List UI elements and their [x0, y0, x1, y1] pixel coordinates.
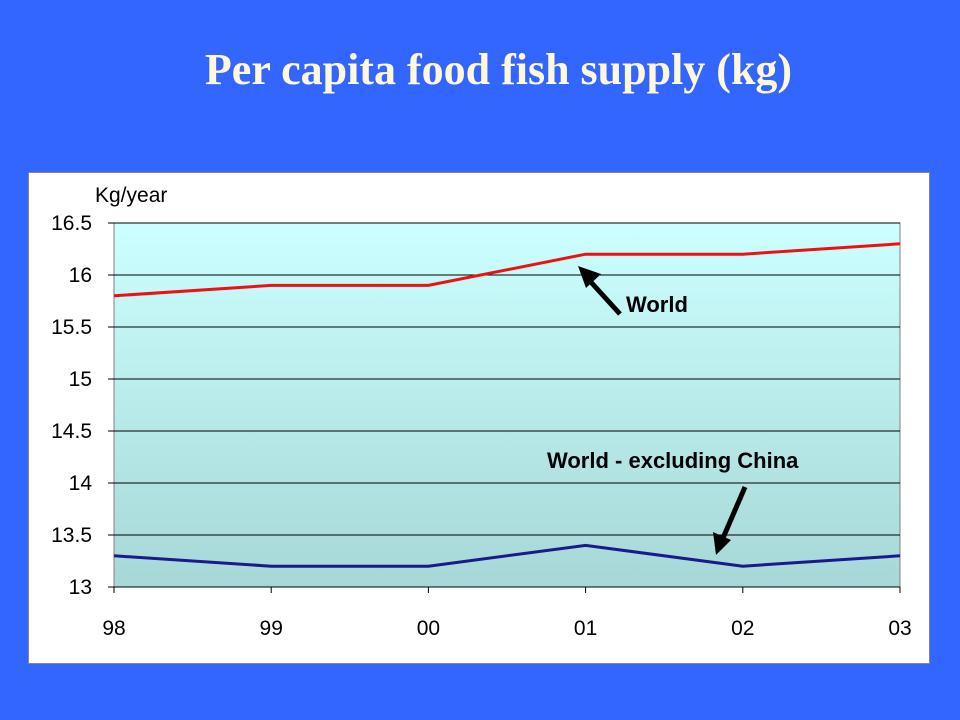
slide-title: Per capita food fish supply (kg): [204, 45, 793, 94]
x-tick-label: 02: [731, 617, 754, 640]
annotations: World World - excluding China: [547, 266, 799, 555]
y-tick-label: 15: [69, 368, 92, 391]
annotation-arrowhead: [713, 532, 731, 555]
y-tick-label: 13: [69, 576, 92, 599]
x-tick-labels: 98 99 00 01 02 03: [102, 617, 911, 640]
x-tick-label: 99: [260, 617, 283, 640]
annotation-label: World - excluding China: [547, 448, 799, 473]
y-tick-label: 14.5: [51, 420, 92, 443]
x-tick-label: 03: [888, 617, 911, 640]
y-tick-label: 14: [69, 472, 93, 495]
series-line: [113, 543, 901, 568]
plot-area: [113, 222, 901, 588]
y-tick-label: 16: [69, 264, 92, 287]
x-tick-label: 00: [417, 617, 440, 640]
series-line: [113, 242, 901, 298]
x-tick-label: 98: [102, 617, 125, 640]
annotation-arrow-shaft: [720, 486, 748, 539]
annotation-arrow-shaft: [587, 278, 622, 316]
x-tick-label: 01: [574, 617, 597, 640]
y-tick-labels: 16.5 16 15.5 15 14.5 14 13.5 13: [51, 212, 92, 599]
series-lines: [113, 242, 901, 568]
y-tick-label: 16.5: [51, 212, 92, 235]
y-tick-label: 13.5: [51, 524, 92, 547]
annotation-arrowhead: [578, 266, 601, 288]
annotation-label: World: [626, 292, 688, 317]
gridlines: [108, 222, 901, 593]
y-tick-label: 15.5: [51, 316, 92, 339]
y-axis-label: Kg/year: [95, 184, 167, 207]
